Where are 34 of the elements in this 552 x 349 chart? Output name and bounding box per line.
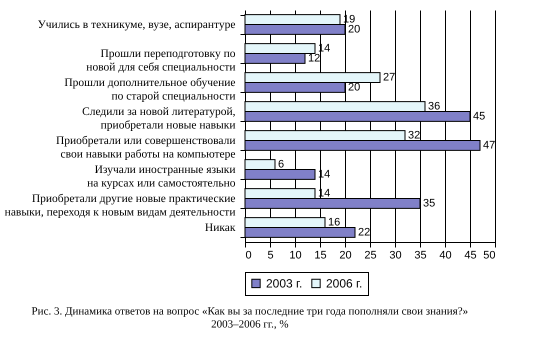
x-tick-label: 25 <box>364 250 377 262</box>
x-tick-label: 50 <box>483 250 496 262</box>
x-tick-label: 20 <box>339 250 352 262</box>
y-tick-label: Изучали иностранные языки на курсах или самостоятельно <box>87 164 236 190</box>
data-label: 36 <box>428 100 440 113</box>
y-tick-label: Приобретали или совершенствовали свои навыки работы на компьютере <box>56 135 236 160</box>
data-label: 27 <box>383 72 396 84</box>
legend-label: 2003 г. <box>266 276 302 290</box>
legend-label: 2006 г. <box>326 276 362 290</box>
data-label: 32 <box>408 130 420 142</box>
x-tick-label: 10 <box>289 250 302 262</box>
data-label: 16 <box>328 216 340 229</box>
x-tick-label: 35 <box>414 250 427 262</box>
data-label: 20 <box>348 23 360 36</box>
text: Рис. 3. Динамика ответов на вопрос «Как вы за последние три года пополняли свои знания?» 2003–2006 гг., % <box>32 306 468 330</box>
data-label: 22 <box>358 226 370 238</box>
data-label: 47 <box>483 139 496 152</box>
data-label: 6 <box>278 158 284 171</box>
y-tick-label: Следили за новой литературой, приобретали новые навыки <box>82 106 236 132</box>
data-label: 20 <box>348 81 360 94</box>
y-tick-label: Прошли дополнительное обучение по старой специальности <box>64 77 236 102</box>
x-tick-label: 5 <box>267 250 274 262</box>
x-tick-label: 0 <box>246 250 252 262</box>
y-tick-label: Прошли переподготовку по новой для себя специальности <box>86 48 236 74</box>
x-tick-label: 15 <box>314 250 327 262</box>
y-tick-label: Никак <box>204 222 236 234</box>
data-label: 12 <box>308 52 320 64</box>
x-tick-label: 40 <box>439 250 452 262</box>
data-label: 35 <box>423 197 436 210</box>
y-tick-label: Приобретали другие новые практические навыки, переходя к новым видам деятельности <box>4 193 236 218</box>
data-label: 45 <box>473 110 486 122</box>
x-tick-label: 45 <box>464 250 477 262</box>
x-tick-label: 30 <box>389 250 402 262</box>
y-tick-label: Учились в техникуме, вузе, аспирантуре <box>38 19 236 31</box>
